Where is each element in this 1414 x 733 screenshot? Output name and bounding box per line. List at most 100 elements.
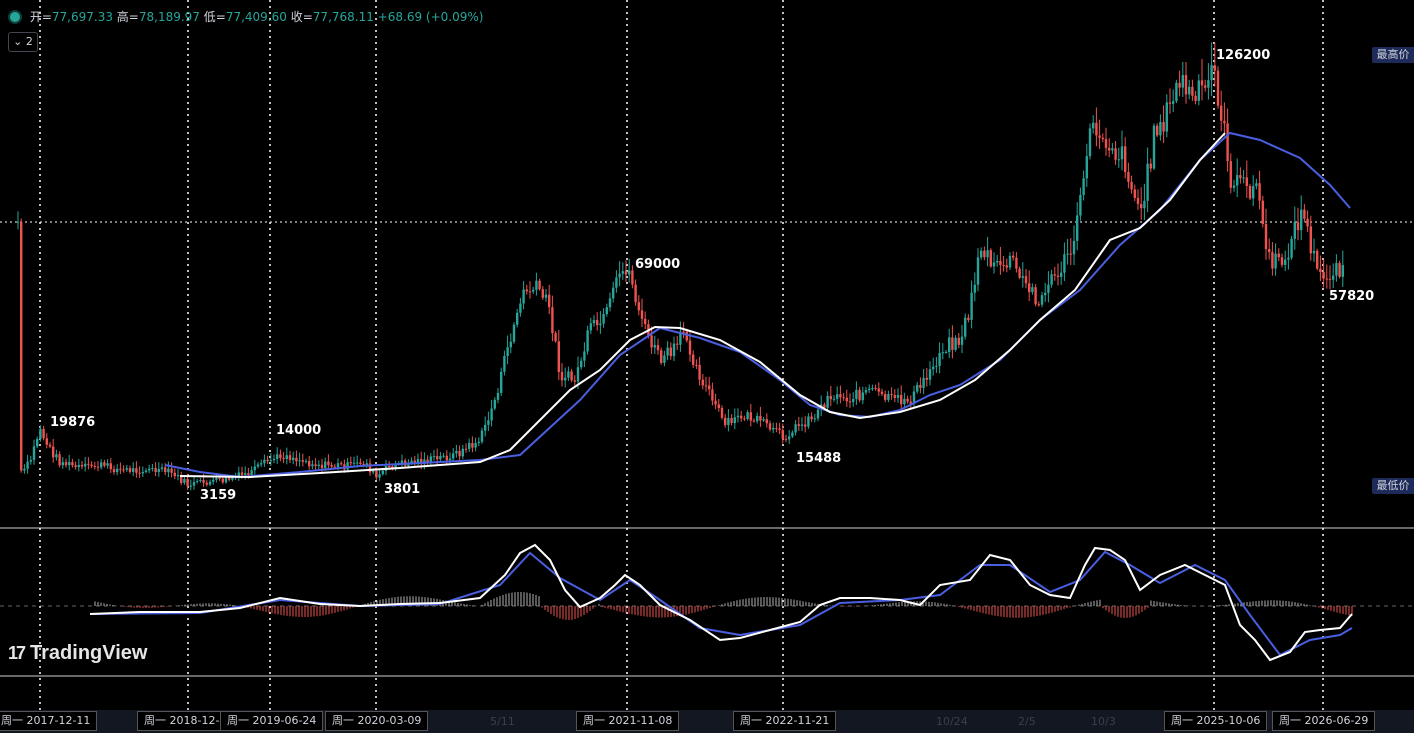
candle-body	[1092, 122, 1095, 129]
candle-body	[1338, 262, 1341, 277]
close-label: 收=	[290, 10, 313, 24]
pivot-label: 3159	[200, 488, 237, 503]
candle-body	[836, 394, 839, 399]
candle-body	[388, 465, 391, 467]
candle-body	[90, 464, 93, 467]
candle-body	[1280, 257, 1284, 265]
candle-body	[912, 391, 916, 404]
candle-body	[567, 371, 570, 378]
candle-body	[1008, 255, 1012, 268]
candle-body	[1136, 197, 1140, 205]
candle-body	[1111, 148, 1114, 151]
candle-body	[1200, 80, 1204, 86]
candle-body	[717, 404, 720, 409]
candle-body	[663, 355, 666, 363]
candle-body	[1191, 86, 1194, 96]
candle-body	[375, 470, 378, 478]
candle-body	[653, 345, 656, 348]
candle-body	[1290, 238, 1293, 258]
candle-body	[1072, 240, 1076, 255]
candle-body	[160, 467, 164, 470]
change-value: +68.69 (+0.09%)	[377, 10, 484, 24]
candle-body	[285, 455, 288, 459]
candle-body	[228, 477, 231, 480]
candle-body	[791, 432, 794, 437]
high-value: 78,189.97	[138, 10, 200, 24]
candle-body	[1130, 181, 1133, 190]
candle-body	[765, 419, 768, 424]
candle-body	[775, 427, 778, 429]
candle-body	[890, 394, 893, 396]
candle-body	[874, 387, 877, 389]
candle-body	[586, 330, 589, 352]
candle-body	[461, 448, 464, 457]
candle-body	[637, 302, 640, 311]
candle-body	[151, 468, 154, 470]
collapse-indicators-button[interactable]: ⌄ 2	[8, 32, 38, 52]
candle-body	[868, 388, 871, 391]
candle-body	[372, 470, 375, 473]
candle-body	[420, 458, 423, 465]
candle-body	[1204, 85, 1207, 88]
candle-body	[935, 365, 938, 367]
candle-body	[788, 436, 791, 440]
candle-body	[980, 250, 983, 258]
candle-body	[192, 482, 196, 486]
candle-body	[327, 461, 330, 466]
candle-body	[660, 350, 663, 363]
candle-body	[346, 462, 349, 470]
candle-body	[304, 461, 308, 463]
candle-body	[84, 463, 87, 467]
candle-body	[608, 298, 612, 308]
candle-body	[1220, 105, 1223, 121]
candle-body	[964, 317, 967, 337]
candle-body	[36, 439, 39, 447]
candle-body	[941, 352, 944, 354]
candle-body	[749, 412, 752, 421]
candle-body	[250, 470, 253, 476]
candle-body	[1156, 125, 1159, 136]
candle-body	[679, 331, 682, 345]
candle-body	[1053, 274, 1056, 276]
candle-body	[247, 473, 250, 476]
candle-body	[1226, 123, 1229, 162]
candle-body	[282, 457, 285, 459]
candle-body	[999, 260, 1002, 266]
candle-body	[564, 377, 567, 381]
pivot-label: 126200	[1216, 48, 1271, 63]
candle-body	[1168, 102, 1172, 104]
candle-body	[887, 394, 890, 400]
pivot-label: 19876	[50, 415, 96, 430]
candle-body	[1018, 268, 1021, 278]
tradingview-logo-icon: 17	[8, 643, 26, 663]
candle-body	[932, 366, 935, 370]
candle-body	[288, 455, 292, 460]
candle-body	[509, 341, 512, 348]
candle-body	[1332, 275, 1335, 280]
candle-body	[29, 460, 32, 462]
candle-body	[919, 384, 922, 388]
candle-body	[650, 335, 653, 348]
candle-body	[1037, 304, 1040, 306]
pivot-label: 15488	[796, 451, 842, 466]
candle-body	[436, 456, 439, 460]
candle-body	[1082, 178, 1085, 196]
candle-body	[394, 464, 397, 469]
candle-body	[644, 318, 647, 325]
candle-body	[528, 291, 532, 293]
time-axis-label: 周一 2026-06-29	[1272, 711, 1376, 731]
candle-body	[903, 398, 906, 405]
candle-body	[362, 464, 365, 466]
candle-body	[442, 455, 445, 457]
candle-body	[1172, 101, 1175, 104]
time-tick: 10/24	[936, 715, 968, 728]
candle-body	[573, 380, 576, 382]
low-label: 低=	[203, 10, 226, 24]
candle-body	[944, 352, 948, 354]
candle-body	[621, 271, 624, 274]
candle-body	[164, 467, 167, 473]
candle-body	[1040, 295, 1044, 305]
candle-body	[64, 462, 68, 466]
candle-body	[1104, 139, 1108, 148]
